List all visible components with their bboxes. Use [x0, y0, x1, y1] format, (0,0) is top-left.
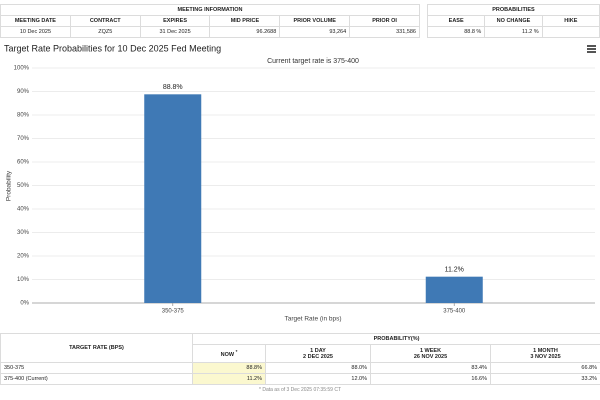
meeting-table: MEETING INFORMATION MEETING DATE CONTRAC… [0, 4, 420, 38]
col-header: 1 WEEK 26 NOV 2025 [370, 344, 491, 363]
chart-menu[interactable] [587, 45, 596, 54]
col-label: 1 MONTH [533, 347, 558, 354]
cell: 11.2% [192, 373, 266, 385]
col-date: 3 NOV 2025 [530, 353, 561, 360]
cell: 16.6% [370, 373, 491, 385]
col-header: EXPIRES [139, 15, 211, 27]
cell: 83.4% [370, 362, 491, 374]
cell: 375-400 (Current) [0, 373, 193, 385]
y-tick-label: 80% [17, 113, 30, 119]
col-header: 1 DAY 2 DEC 2025 [265, 344, 371, 363]
table-title: PROBABILITIES [427, 4, 600, 16]
col-header: 1 MONTH 3 NOV 2025 [489, 344, 600, 363]
cell: 331,586 [349, 26, 420, 38]
bar [425, 276, 483, 303]
cell: 93,264 [279, 26, 351, 38]
value-label: 11.2% [445, 267, 464, 274]
col-date: 2 DEC 2025 [303, 353, 333, 360]
y-tick-label: 10% [17, 277, 30, 283]
x-tick-label: 375-400 [443, 309, 466, 315]
y-tick-label: 20% [17, 254, 30, 260]
table-title: MEETING INFORMATION [0, 4, 420, 16]
cell [541, 26, 600, 38]
col-label: NOW [220, 351, 235, 358]
cell: 11.2 % [484, 26, 543, 38]
cell: 88.8% [192, 362, 266, 374]
cell: 350-375 [0, 362, 193, 374]
y-tick-label: 60% [17, 160, 30, 166]
y-tick-label: 90% [17, 89, 30, 95]
x-axis-title: Target Rate (in bps) [284, 316, 341, 323]
cell: 31 Dec 2025 [139, 26, 211, 38]
y-axis-title: Probability [6, 170, 13, 201]
col-label: 1 WEEK [419, 347, 442, 354]
cell: 88.0% [265, 362, 371, 374]
col-header: CONTRACT [69, 15, 141, 27]
cell: 96.2688 [209, 26, 281, 38]
col-header: PRIOR VOLUME [279, 15, 351, 27]
footnote: * Data as of 3 Dec 2025 07:35:59 CT [259, 387, 341, 393]
probabilities-table: PROBABILITIES EASE NO CHANGE HIKE 88.8 %… [426, 4, 600, 38]
cell: 33.2% [489, 373, 600, 385]
col-date: 26 NOV 2025 [413, 353, 448, 360]
cell: 88.8 % [426, 26, 486, 38]
cell: 66.8% [489, 362, 600, 374]
y-tick-label: 0% [20, 301, 29, 307]
x-tick-label: 350-375 [162, 309, 185, 315]
bar [144, 94, 202, 303]
y-tick-label: 70% [17, 136, 30, 142]
col-header: MEETING DATE [0, 15, 71, 27]
y-tick-label: 40% [17, 207, 30, 213]
y-tick-label: 30% [17, 230, 30, 236]
col-header: MID PRICE [209, 15, 281, 27]
col-header: HIKE [541, 15, 600, 27]
probability-table: TARGET RATE (BPS) PROBABILITY(%) NOW * 1… [0, 333, 600, 385]
col-header: EASE [426, 15, 486, 27]
col-header: NO CHANGE [484, 15, 543, 27]
y-tick-label: 50% [17, 183, 30, 189]
table-title: PROBABILITY(%) [191, 333, 600, 345]
cell: 10 Dec 2025 [0, 26, 71, 38]
col-header: PRIOR OI [349, 15, 420, 27]
y-tick-label: 100% [14, 66, 30, 72]
col-header: NOW * [192, 344, 266, 363]
chart-title: Target Rate Probabilities for 10 Dec 202… [4, 43, 221, 53]
col-label: 1 DAY [310, 347, 326, 354]
cell: 12.0% [265, 373, 371, 385]
col-mark: * [235, 349, 238, 355]
chart: Target Rate Probabilities for 10 Dec 202… [4, 43, 595, 323]
chart-subtitle: Current target rate is 375-400 [267, 58, 359, 65]
cell: ZQZ5 [69, 26, 141, 38]
row-header: TARGET RATE (BPS) [0, 333, 193, 363]
value-label: 88.8% [163, 84, 183, 91]
